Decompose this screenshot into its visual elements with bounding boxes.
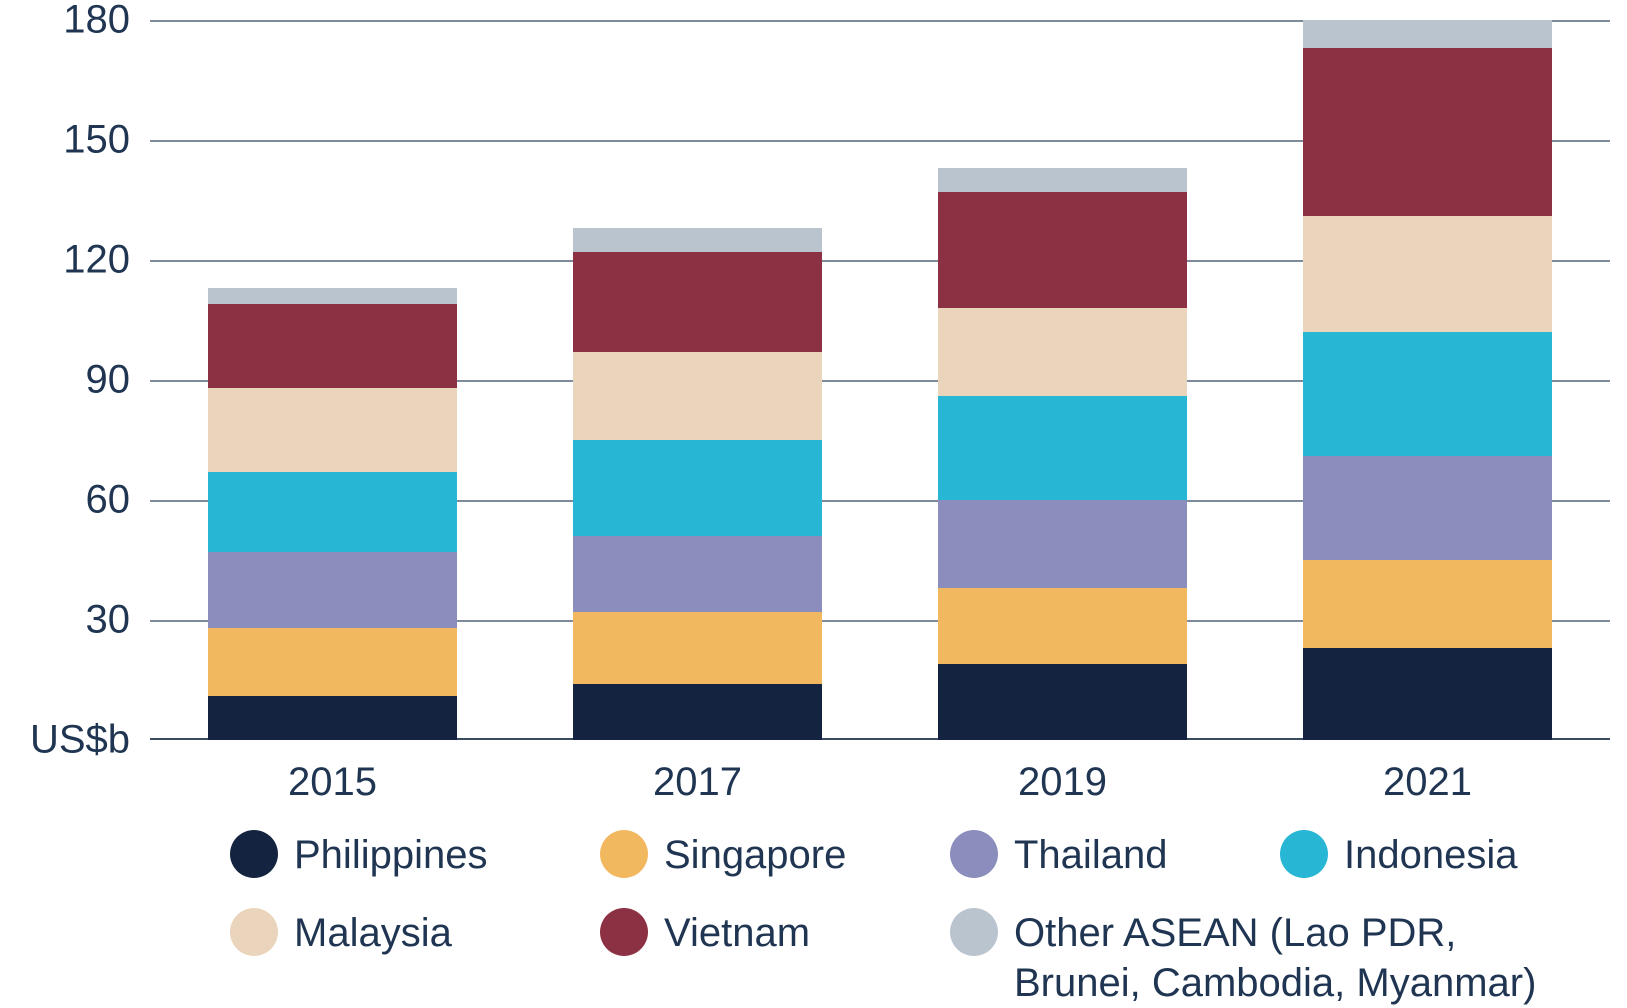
y-tick-label: 180 [0, 0, 130, 43]
bar-segment-malaysia [208, 388, 456, 472]
bar-segment-thailand [1303, 456, 1551, 560]
bar-segment-vietnam [573, 252, 821, 352]
bar-segment-thailand [573, 536, 821, 612]
bar-segment-singapore [1303, 560, 1551, 648]
bar-segment-indonesia [938, 396, 1186, 500]
legend-item-philippines: Philippines [230, 830, 487, 880]
bar-segment-indonesia [573, 440, 821, 536]
bar-2017 [573, 228, 821, 740]
bar-segment-thailand [938, 500, 1186, 588]
bar-segment-singapore [938, 588, 1186, 664]
legend: Philippines Singapore Thailand Indonesia Mal… [230, 830, 1610, 1000]
legend-marker-icon [230, 830, 278, 878]
bar-segment-malaysia [573, 352, 821, 440]
legend-marker-icon [600, 908, 648, 956]
legend-label: Indonesia [1344, 830, 1517, 880]
legend-label: Singapore [664, 830, 846, 880]
bar-segment-philippines [938, 664, 1186, 740]
bar-segment-other [938, 168, 1186, 192]
bar-segment-philippines [573, 684, 821, 740]
legend-item-thailand: Thailand [950, 830, 1167, 880]
legend-marker-icon [230, 908, 278, 956]
bar-segment-vietnam [938, 192, 1186, 308]
bar-segment-philippines [1303, 648, 1551, 740]
bar-segment-other [1303, 20, 1551, 48]
legend-marker-icon [950, 830, 998, 878]
legend-marker-icon [1280, 830, 1328, 878]
legend-item-indonesia: Indonesia [1280, 830, 1517, 880]
legend-label: Thailand [1014, 830, 1167, 880]
bar-segment-indonesia [208, 472, 456, 552]
y-tick-label: 150 [0, 118, 130, 163]
x-tick-label: 2015 [288, 760, 377, 805]
legend-item-other: Other ASEAN (Lao PDR, Brunei, Cambodia, … [950, 908, 1536, 1008]
plot-area [150, 20, 1610, 740]
bar-segment-indonesia [1303, 332, 1551, 456]
legend-label: Vietnam [664, 908, 810, 958]
legend-label: Philippines [294, 830, 487, 880]
bar-2015 [208, 288, 456, 740]
y-axis-unit-label: US$b [0, 718, 130, 763]
chart-root: Philippines Singapore Thailand Indonesia Mal… [0, 0, 1627, 1008]
y-tick-label: 90 [0, 358, 130, 403]
bar-segment-singapore [208, 628, 456, 696]
x-tick-label: 2017 [653, 760, 742, 805]
bar-segment-other [573, 228, 821, 252]
bar-segment-vietnam [208, 304, 456, 388]
x-tick-label: 2019 [1018, 760, 1107, 805]
y-tick-label: 30 [0, 598, 130, 643]
y-tick-label: 60 [0, 478, 130, 523]
legend-marker-icon [950, 908, 998, 956]
legend-label: Malaysia [294, 908, 452, 958]
legend-label: Other ASEAN (Lao PDR, Brunei, Cambodia, … [1014, 908, 1536, 1008]
legend-marker-icon [600, 830, 648, 878]
bar-segment-other [208, 288, 456, 304]
bar-segment-malaysia [1303, 216, 1551, 332]
x-tick-label: 2021 [1383, 760, 1472, 805]
y-tick-label: 120 [0, 238, 130, 283]
bar-segment-malaysia [938, 308, 1186, 396]
legend-item-singapore: Singapore [600, 830, 846, 880]
legend-item-malaysia: Malaysia [230, 908, 452, 958]
bar-segment-singapore [573, 612, 821, 684]
bar-2021 [1303, 20, 1551, 740]
bar-segment-philippines [208, 696, 456, 740]
bar-segment-vietnam [1303, 48, 1551, 216]
legend-item-vietnam: Vietnam [600, 908, 810, 958]
bar-2019 [938, 168, 1186, 740]
bar-segment-thailand [208, 552, 456, 628]
